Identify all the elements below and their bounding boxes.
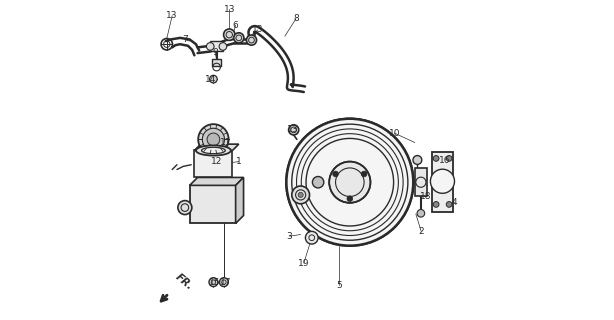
Circle shape <box>206 43 214 50</box>
Circle shape <box>313 177 324 188</box>
Text: 13: 13 <box>252 25 263 35</box>
Circle shape <box>178 201 192 215</box>
Circle shape <box>286 119 413 246</box>
Text: 9: 9 <box>212 48 218 57</box>
Circle shape <box>305 231 318 244</box>
Bar <box>195 150 233 178</box>
Circle shape <box>433 156 439 161</box>
Text: 15: 15 <box>209 278 221 287</box>
Text: 17: 17 <box>220 278 232 287</box>
Circle shape <box>446 156 452 161</box>
Circle shape <box>333 171 338 177</box>
Text: 14: 14 <box>204 75 216 84</box>
Text: FR.: FR. <box>174 272 195 292</box>
Text: 7: 7 <box>182 35 188 44</box>
Polygon shape <box>195 144 239 150</box>
Polygon shape <box>236 178 244 223</box>
Text: 13: 13 <box>287 125 298 134</box>
Polygon shape <box>190 178 244 185</box>
Circle shape <box>413 156 422 164</box>
Circle shape <box>198 124 228 155</box>
Text: 5: 5 <box>336 281 341 290</box>
Text: 6: 6 <box>233 21 238 30</box>
Text: 13: 13 <box>166 11 178 20</box>
Text: 18: 18 <box>420 192 432 201</box>
Text: 19: 19 <box>298 259 309 268</box>
Circle shape <box>246 35 257 45</box>
Text: 12: 12 <box>211 157 222 166</box>
Text: 8: 8 <box>293 14 299 23</box>
Circle shape <box>433 202 439 207</box>
Ellipse shape <box>196 145 231 156</box>
Bar <box>212 60 222 67</box>
Circle shape <box>292 186 309 204</box>
Circle shape <box>417 210 425 217</box>
Circle shape <box>219 43 227 50</box>
Circle shape <box>209 278 218 287</box>
Circle shape <box>329 162 370 203</box>
Text: 4: 4 <box>452 198 457 207</box>
Circle shape <box>234 33 244 43</box>
Circle shape <box>203 128 225 150</box>
Circle shape <box>289 125 299 135</box>
Text: 13: 13 <box>223 5 235 14</box>
Bar <box>210 41 223 51</box>
Bar <box>190 185 236 223</box>
Circle shape <box>207 133 220 146</box>
Text: 16: 16 <box>439 156 451 164</box>
Circle shape <box>219 278 228 287</box>
Text: 3: 3 <box>287 232 292 241</box>
Circle shape <box>209 75 217 83</box>
Text: 11: 11 <box>220 138 232 147</box>
Text: 2: 2 <box>418 227 424 236</box>
Circle shape <box>430 169 454 193</box>
Circle shape <box>298 192 303 197</box>
Text: 1: 1 <box>236 157 242 166</box>
Bar <box>415 168 427 196</box>
Ellipse shape <box>201 147 225 154</box>
Circle shape <box>223 29 235 40</box>
Bar <box>432 152 453 212</box>
Circle shape <box>361 171 367 177</box>
Circle shape <box>347 196 352 202</box>
Text: 10: 10 <box>389 129 400 138</box>
Circle shape <box>446 202 452 207</box>
